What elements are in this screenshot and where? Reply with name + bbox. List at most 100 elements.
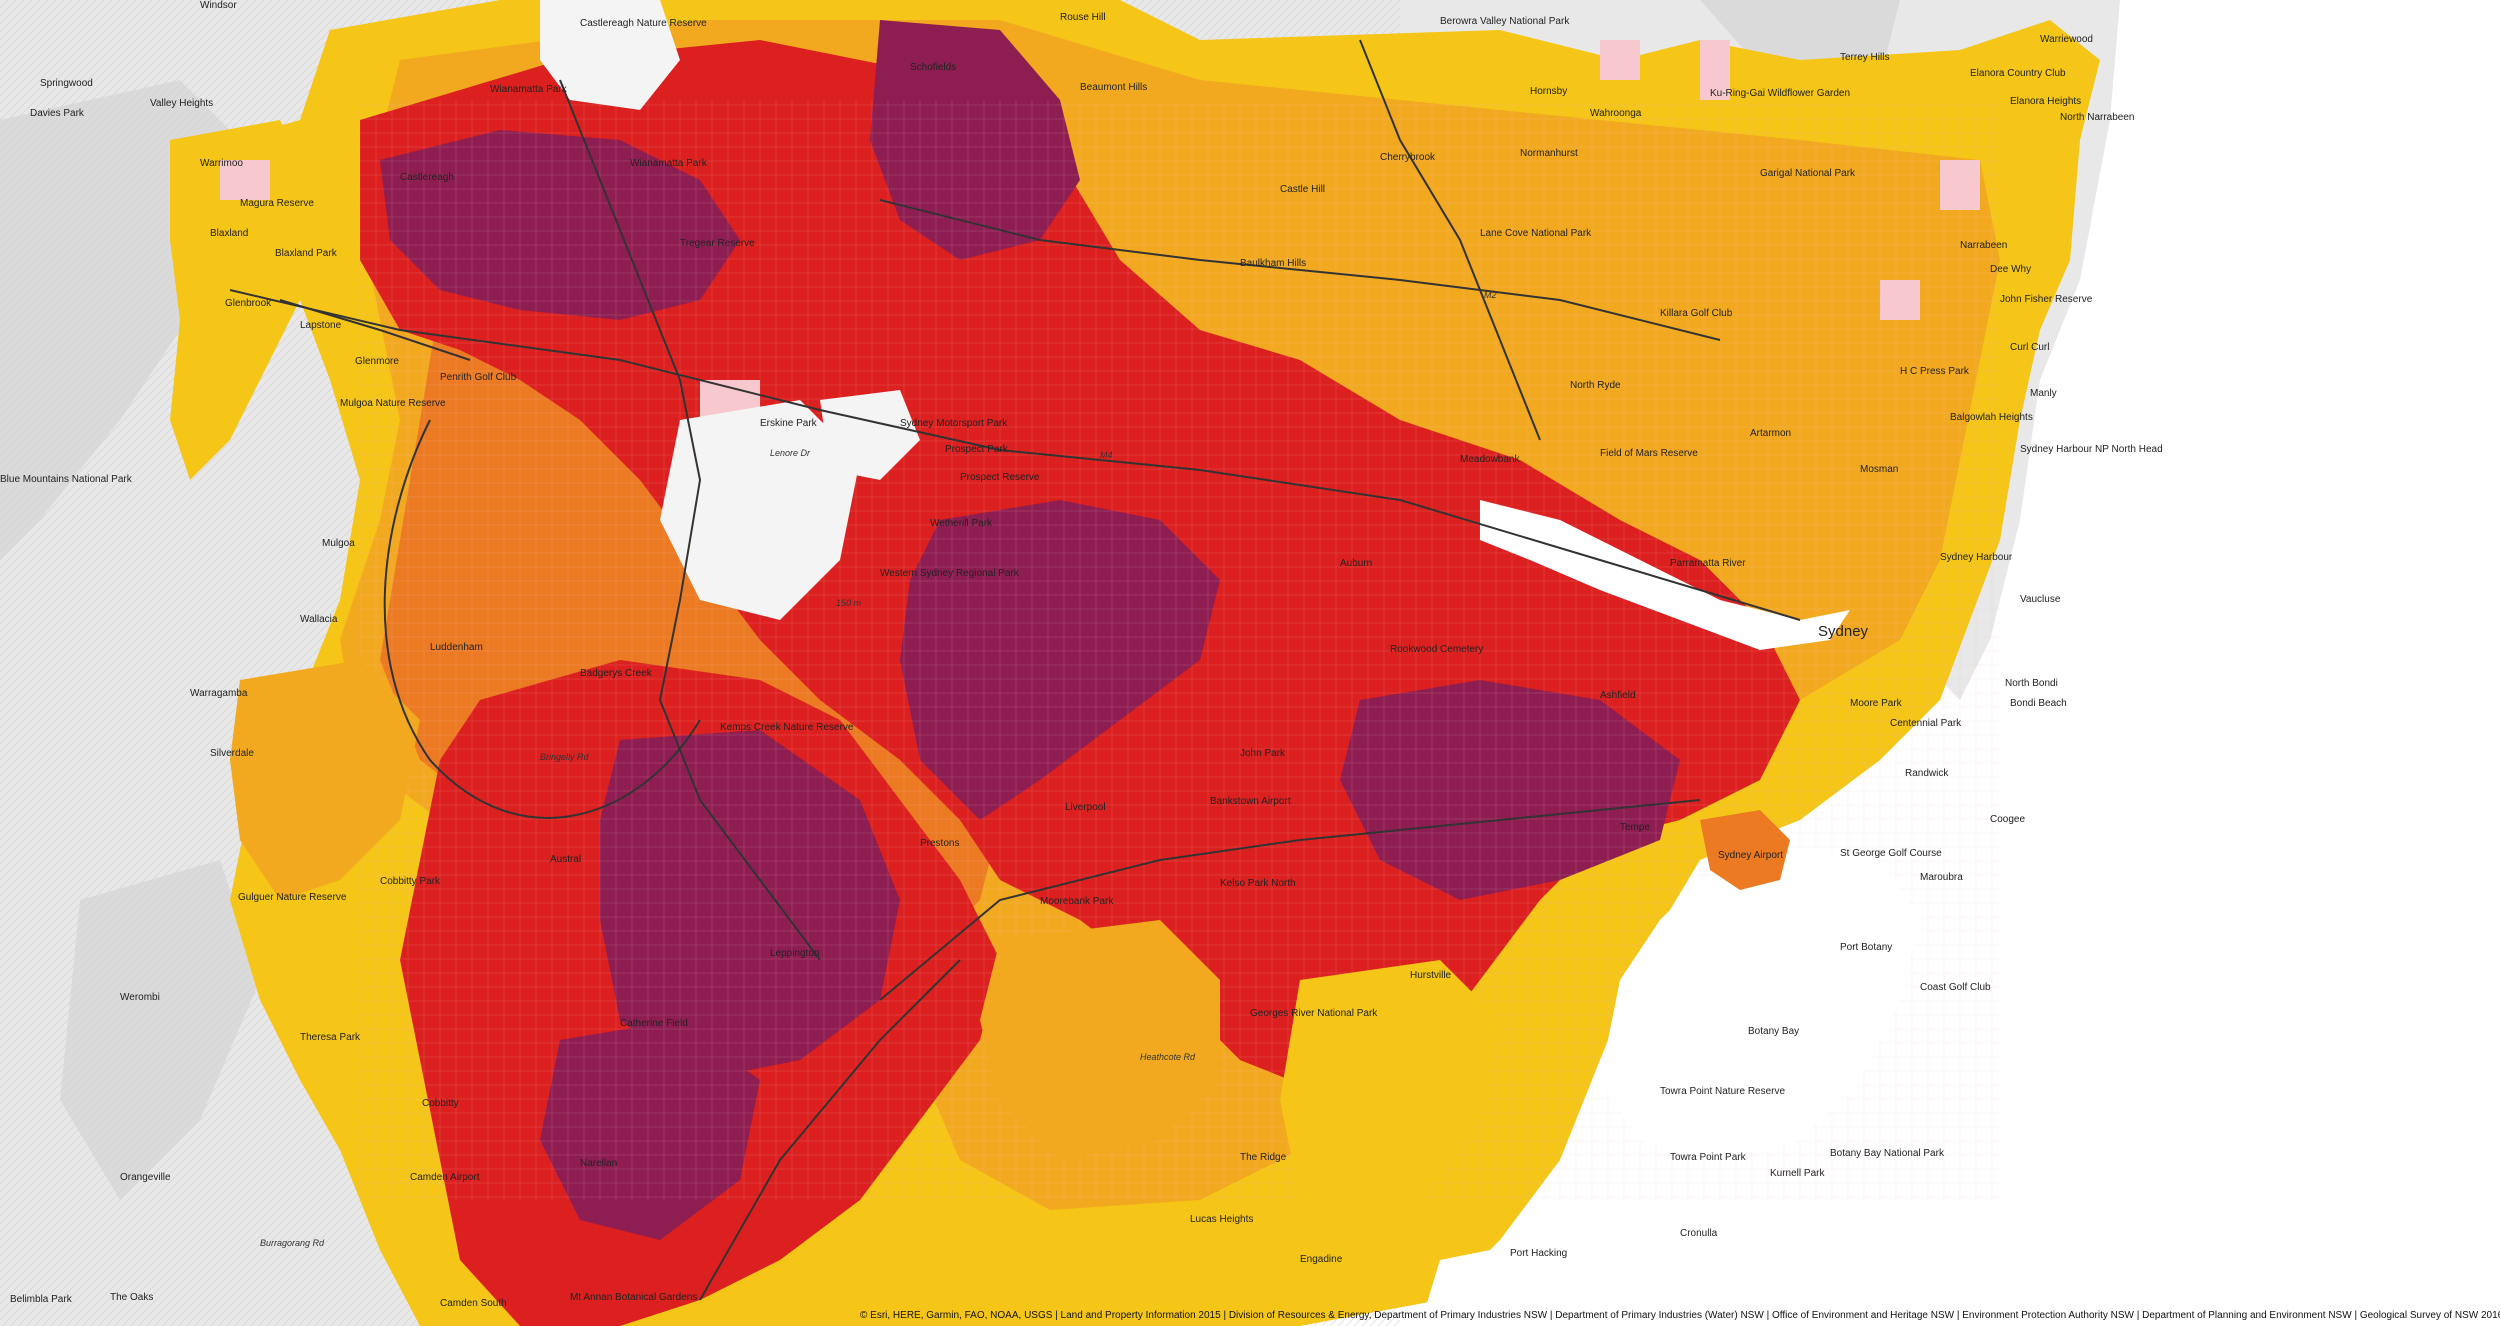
- label-georges-river-np: Georges River National Park: [1250, 1008, 1378, 1019]
- label-port-botany: Port Botany: [1840, 942, 1892, 953]
- label-st-george-gc: St George Golf Course: [1840, 848, 1942, 859]
- label-hurstville: Hurstville: [1410, 970, 1452, 981]
- label-belimbla-park: Belimbla Park: [10, 1294, 73, 1305]
- sydney-airport-area: [1700, 810, 1790, 890]
- label-bankstown-airport: Bankstown Airport: [1210, 796, 1291, 807]
- label-kelso-park: Kelso Park North: [1220, 878, 1296, 889]
- label-meadowbank: Meadowbank: [1460, 454, 1520, 465]
- label-windsor: Windsor: [200, 0, 237, 11]
- label-botany-bay-np: Botany Bay National Park: [1830, 1148, 1945, 1159]
- label-mulgoa: Mulgoa: [322, 538, 355, 549]
- label-magura-reserve: Magura Reserve: [240, 198, 314, 209]
- label-davies-park: Davies Park: [30, 108, 85, 119]
- label-blaxland: Blaxland: [210, 228, 248, 239]
- label-sydney-harbour-np: Sydney Harbour NP North Head: [2020, 444, 2163, 455]
- label-john-fisher: John Fisher Reserve: [2000, 294, 2093, 305]
- label-tempe: Tempe: [1620, 822, 1650, 833]
- label-orangeville: Orangeville: [120, 1172, 171, 1183]
- label-glenbrook: Glenbrook: [225, 298, 272, 309]
- label-warragamba: Warragamba: [190, 688, 248, 699]
- patch-very-low-2: [1700, 40, 1730, 100]
- label-sydney-airport: Sydney Airport: [1718, 850, 1783, 861]
- label-sydney: Sydney: [1818, 623, 1869, 640]
- label-schofields: Schofields: [910, 62, 956, 73]
- label-garigal: Garigal National Park: [1760, 168, 1856, 179]
- road-m4: [229, 289, 1801, 621]
- label-wallacia: Wallacia: [300, 614, 338, 625]
- road-northern: [1359, 39, 1541, 441]
- place-labels: Windsor Castlereagh Nature Reserve Sprin…: [0, 0, 2163, 1309]
- label-glenmore: Glenmore: [355, 356, 399, 367]
- label-coogee: Coogee: [1990, 814, 2025, 825]
- label-silverdale: Silverdale: [210, 748, 254, 759]
- label-prospect-park: Prospect Park: [945, 444, 1009, 455]
- label-camden-south: Camden South: [440, 1298, 507, 1309]
- label-burragorang-rd: Burragorang Rd: [260, 1238, 325, 1248]
- label-engadine: Engadine: [1300, 1254, 1343, 1265]
- label-cherrybrook: Cherrybrook: [1380, 152, 1436, 163]
- label-botany-bay: Botany Bay: [1748, 1026, 1799, 1037]
- label-moorebank-park: Moorebank Park: [1040, 896, 1114, 907]
- label-balgowlah: Balgowlah Heights: [1950, 412, 2033, 423]
- label-tregear-reserve: Tregear Reserve: [680, 238, 755, 249]
- patch-very-low-3: [1940, 160, 1980, 210]
- label-wianamatta-park: Wianamatta Park: [490, 84, 568, 95]
- label-auburn: Auburn: [1340, 558, 1372, 569]
- label-badgerys-creek: Badgerys Creek: [580, 668, 653, 679]
- label-maroubra: Maroubra: [1920, 872, 1963, 883]
- label-mosman: Mosman: [1860, 464, 1898, 475]
- label-liverpool: Liverpool: [1065, 802, 1106, 813]
- label-150m: 150 m: [836, 598, 862, 608]
- label-randwick: Randwick: [1905, 768, 1949, 779]
- label-port-hacking: Port Hacking: [1510, 1248, 1567, 1259]
- label-hc-press-park: H C Press Park: [1900, 366, 1970, 377]
- label-the-oaks: The Oaks: [110, 1292, 153, 1303]
- label-lane-cove-np: Lane Cove National Park: [1480, 228, 1592, 239]
- label-moore-park: Moore Park: [1850, 698, 1903, 709]
- label-heathcote-rd: Heathcote Rd: [1140, 1052, 1196, 1062]
- label-kurnell-park: Kurnell Park: [1770, 1168, 1825, 1179]
- label-narrabeen: Narrabeen: [1960, 240, 2007, 251]
- label-cronulla: Cronulla: [1680, 1228, 1718, 1239]
- patch-very-low-1: [1600, 40, 1640, 80]
- road-m2: [879, 199, 1721, 341]
- label-normanhurst: Normanhurst: [1520, 148, 1578, 159]
- label-lenore-dr: Lenore Dr: [770, 448, 811, 458]
- road-m5: [879, 799, 1701, 1001]
- label-wahroonga: Wahroonga: [1590, 108, 1642, 119]
- label-cobbity-park: Cobbitty Park: [380, 876, 441, 887]
- road-m7: [559, 79, 821, 961]
- label-rouse-hill: Rouse Hill: [1060, 12, 1106, 23]
- label-bringelly-rd: Bringelly Rd: [540, 752, 590, 762]
- region-blue-mountains-low: [170, 120, 320, 480]
- label-penrith-gc: Penrith Golf Club: [440, 372, 517, 383]
- region-holsworthy-low: [980, 920, 1220, 1160]
- label-kemps-creek: Kemps Creek Nature Reserve: [720, 722, 854, 733]
- reserve-prospect: [820, 390, 920, 480]
- label-north-ryde: North Ryde: [1570, 380, 1621, 391]
- label-m4: M4: [1100, 450, 1113, 460]
- label-wetherill-park: Wetherill Park: [930, 518, 993, 529]
- water-botany-bay: [1600, 850, 1920, 1160]
- label-valley-heights: Valley Heights: [150, 98, 213, 109]
- label-hornsby: Hornsby: [1530, 86, 1567, 97]
- label-castlereagh-nr: Castlereagh Nature Reserve: [580, 18, 707, 29]
- water-parramatta-river: [1480, 500, 1850, 650]
- label-mt-annan: Mt Annan Botanical Gardens: [570, 1292, 697, 1303]
- label-bondi-beach: Bondi Beach: [2010, 698, 2067, 709]
- label-catherine-field: Catherine Field: [620, 1018, 688, 1029]
- label-baulkham-hills: Baulkham Hills: [1240, 258, 1306, 269]
- label-wianamatta-park2: Wianamatta Park: [630, 158, 708, 169]
- label-western-sydney-park: Western Sydney Regional Park: [880, 568, 1020, 579]
- water-port-hacking: [1420, 1240, 1680, 1326]
- label-luddenham: Luddenham: [430, 642, 483, 653]
- label-rookwood: Rookwood Cemetery: [1390, 644, 1483, 655]
- label-blaxland-park: Blaxland Park: [275, 248, 338, 259]
- label-curl-curl: Curl Curl: [2010, 342, 2049, 353]
- label-vaucluse: Vaucluse: [2020, 594, 2061, 605]
- label-north-narrabeen: North Narrabeen: [2060, 112, 2134, 123]
- label-towra-point: Towra Point Nature Reserve: [1660, 1086, 1785, 1097]
- label-prospect-reserve: Prospect Reserve: [960, 472, 1040, 483]
